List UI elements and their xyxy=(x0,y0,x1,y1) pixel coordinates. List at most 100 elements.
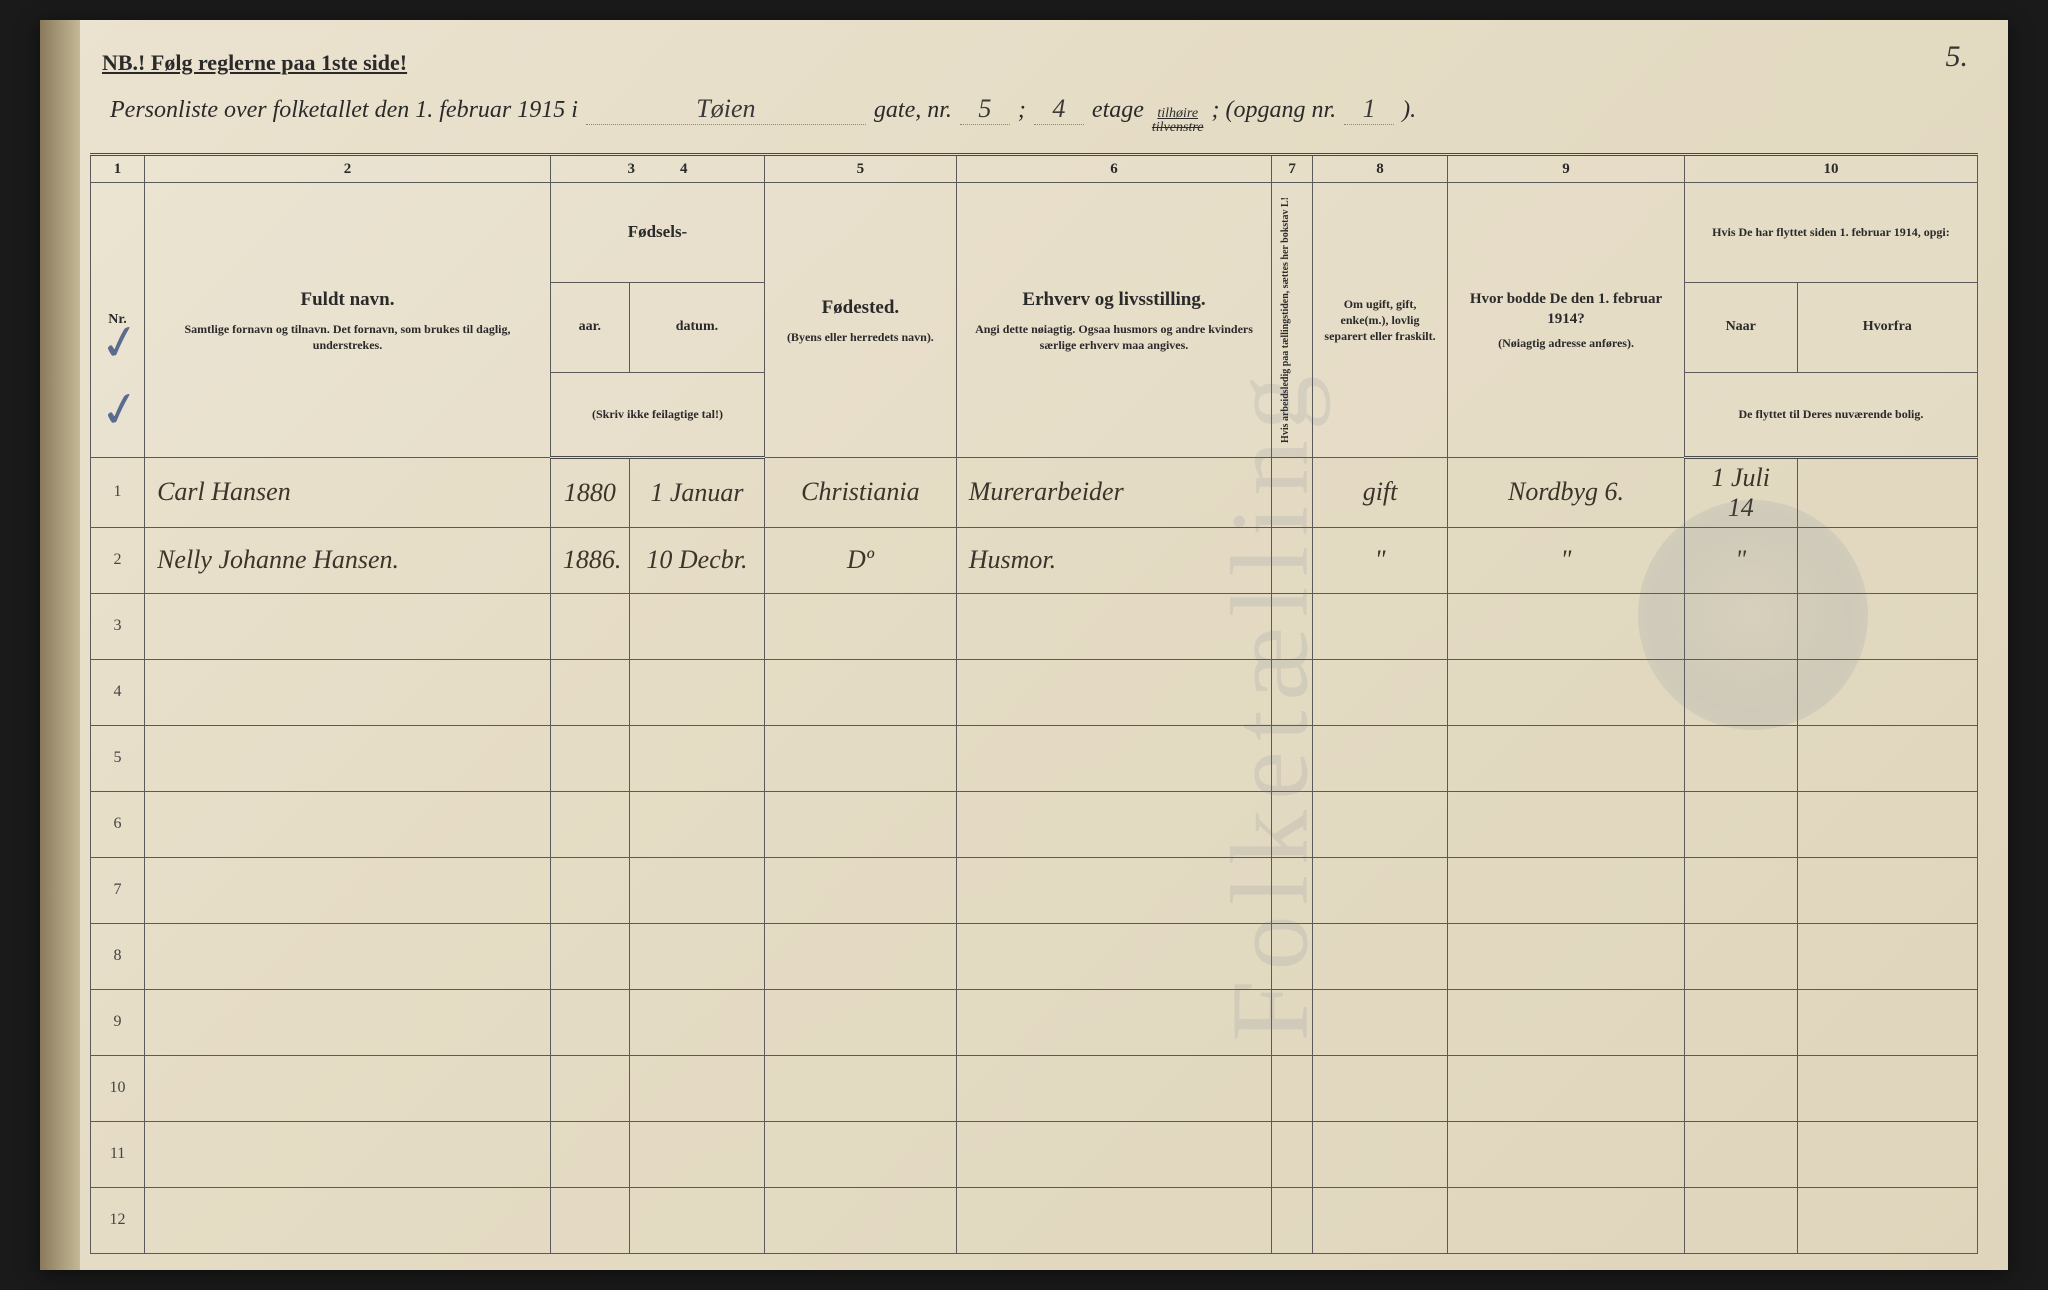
cell-name: Carl Hansen xyxy=(145,457,551,527)
cell-year: 1880 xyxy=(550,457,629,527)
cell-date xyxy=(629,593,764,659)
opgang-label: ; (opgang nr. xyxy=(1211,97,1336,124)
cell-prev-addr xyxy=(1448,791,1685,857)
cell-prev-addr xyxy=(1448,593,1685,659)
colnum-9: 9 xyxy=(1448,155,1685,183)
hdr-unemployed: Hvis arbeidsledig paa tællingstiden, sæt… xyxy=(1272,183,1313,458)
cell-date xyxy=(629,725,764,791)
cell-prev-addr xyxy=(1448,989,1685,1055)
cell-moved-when: 1 Juli 14 xyxy=(1684,457,1797,527)
cell-unemployed xyxy=(1272,989,1313,1055)
cell-status xyxy=(1312,1121,1447,1187)
cell-unemployed xyxy=(1272,791,1313,857)
cell-moved-when xyxy=(1684,989,1797,1055)
cell-name xyxy=(145,1121,551,1187)
cell-year xyxy=(550,857,629,923)
page-number: 5. xyxy=(1946,40,1969,74)
hdr-birth-year: aar. xyxy=(550,282,629,372)
cell-unemployed xyxy=(1272,1121,1313,1187)
cell-unemployed xyxy=(1272,593,1313,659)
cell-moved-when xyxy=(1684,1055,1797,1121)
table-body: 1Carl Hansen18801 JanuarChristianiaMurer… xyxy=(91,457,1978,1253)
title-line: Personliste over folketallet den 1. febr… xyxy=(110,94,1978,135)
cell-date xyxy=(629,989,764,1055)
cell-occupation xyxy=(956,659,1272,725)
cell-place xyxy=(765,593,957,659)
colnum-1: 1 xyxy=(91,155,145,183)
semicolon: ; xyxy=(1018,97,1026,124)
cell-place xyxy=(765,989,957,1055)
cell-occupation xyxy=(956,1121,1272,1187)
cell-name xyxy=(145,1187,551,1253)
opgang-fill: 1 xyxy=(1344,94,1394,125)
cell-moved-when xyxy=(1684,923,1797,989)
cell-name: Nelly Johanne Hansen. xyxy=(145,527,551,593)
close-paren: ). xyxy=(1402,97,1416,124)
hdr-moved-note: De flyttet til Deres nuværende bolig. xyxy=(1684,372,1977,457)
row-nr: 3 xyxy=(91,593,145,659)
cell-prev-addr xyxy=(1448,725,1685,791)
cell-moved-when xyxy=(1684,659,1797,725)
cell-place xyxy=(765,923,957,989)
cell-prev-addr xyxy=(1448,1121,1685,1187)
title-prefix: Personliste over folketallet den 1. febr… xyxy=(110,97,578,124)
side-top: tilhøire xyxy=(1152,107,1204,121)
cell-moved-from xyxy=(1797,659,1977,725)
cell-name xyxy=(145,593,551,659)
cell-unemployed xyxy=(1272,659,1313,725)
hdr-birth-group: Fødsels- xyxy=(550,183,764,283)
cell-place xyxy=(765,857,957,923)
cell-place xyxy=(765,1055,957,1121)
cell-status xyxy=(1312,857,1447,923)
cell-place: Christiania xyxy=(765,457,957,527)
cell-status xyxy=(1312,923,1447,989)
cell-moved-from xyxy=(1797,1055,1977,1121)
hdr-moved: Hvis De har flyttet siden 1. februar 191… xyxy=(1684,183,1977,283)
table-row: 3 xyxy=(91,593,1978,659)
colnum-10: 10 xyxy=(1684,155,1977,183)
cell-year: 1886. xyxy=(550,527,629,593)
cell-year xyxy=(550,1121,629,1187)
gate-label: gate, nr. xyxy=(874,97,952,124)
hdr-moved-when: Naar xyxy=(1684,282,1797,372)
hdr-status: Om ugift, gift, enke(m.), lovlig separer… xyxy=(1312,183,1447,458)
cell-status: " xyxy=(1312,527,1447,593)
cell-name xyxy=(145,923,551,989)
cell-moved-from xyxy=(1797,527,1977,593)
table-row: 10 xyxy=(91,1055,1978,1121)
cell-occupation xyxy=(956,725,1272,791)
cell-occupation xyxy=(956,1055,1272,1121)
header-row-1: Nr. Fuldt navn. Samtlige fornavn og tiln… xyxy=(91,183,1978,283)
cell-status xyxy=(1312,593,1447,659)
row-nr: 7 xyxy=(91,857,145,923)
cell-moved-from xyxy=(1797,1121,1977,1187)
cell-moved-from xyxy=(1797,791,1977,857)
cell-prev-addr xyxy=(1448,1187,1685,1253)
table-row: 1Carl Hansen18801 JanuarChristianiaMurer… xyxy=(91,457,1978,527)
cell-place xyxy=(765,1187,957,1253)
row-nr: 9 xyxy=(91,989,145,1055)
cell-occupation xyxy=(956,923,1272,989)
cell-status xyxy=(1312,659,1447,725)
table-row: 11 xyxy=(91,1121,1978,1187)
row-nr: 8 xyxy=(91,923,145,989)
cell-place xyxy=(765,791,957,857)
cell-date xyxy=(629,1121,764,1187)
cell-moved-when xyxy=(1684,1121,1797,1187)
cell-status xyxy=(1312,989,1447,1055)
cell-prev-addr xyxy=(1448,659,1685,725)
cell-unemployed xyxy=(1272,857,1313,923)
cell-year xyxy=(550,1187,629,1253)
cell-prev-addr xyxy=(1448,1055,1685,1121)
cell-date xyxy=(629,857,764,923)
cell-date xyxy=(629,1187,764,1253)
cell-year xyxy=(550,989,629,1055)
street-fill: Tøien xyxy=(586,94,866,125)
cell-date: 10 Decbr. xyxy=(629,527,764,593)
cell-name xyxy=(145,725,551,791)
table-row: 5 xyxy=(91,725,1978,791)
cell-place xyxy=(765,725,957,791)
col-number-row: 1 2 3 4 5 6 7 8 9 10 xyxy=(91,155,1978,183)
cell-moved-when xyxy=(1684,593,1797,659)
cell-moved-from xyxy=(1797,725,1977,791)
